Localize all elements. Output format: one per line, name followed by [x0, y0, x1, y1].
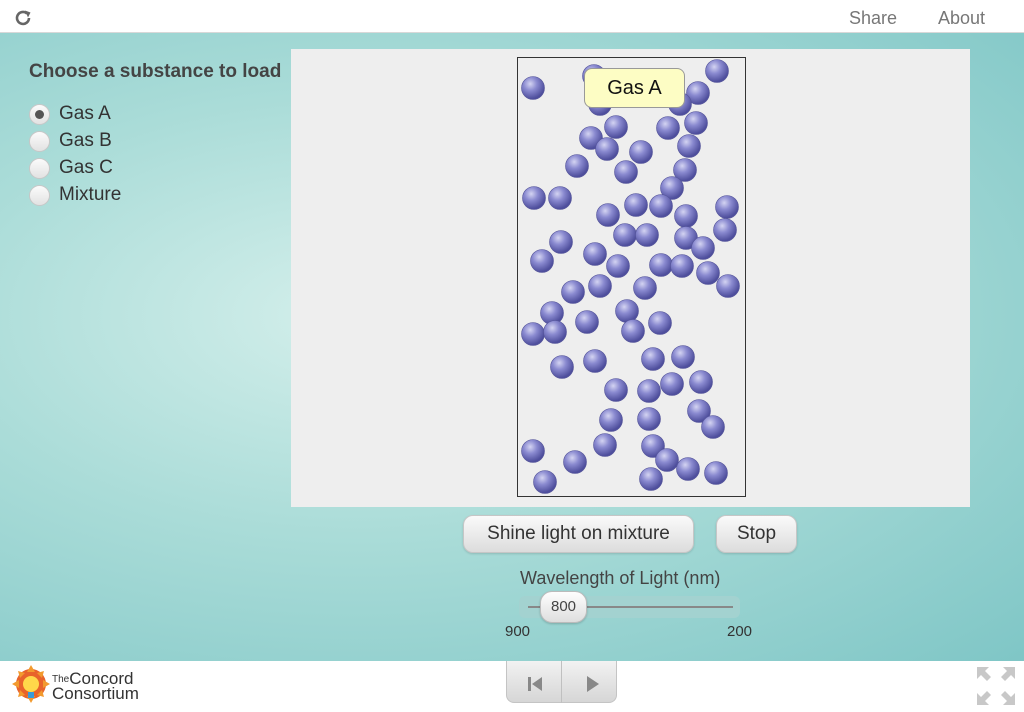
- radio-button[interactable]: [29, 131, 50, 152]
- gas-molecule: [531, 250, 554, 273]
- gas-molecule: [672, 346, 695, 369]
- brand-name-line2: Consortium: [52, 685, 139, 702]
- gas-molecule: [656, 449, 679, 472]
- fullscreen-icon[interactable]: [976, 666, 1016, 706]
- gas-molecule: [671, 255, 694, 278]
- gas-molecule: [614, 224, 637, 247]
- gas-molecule: [605, 379, 628, 402]
- gas-molecule: [690, 371, 713, 394]
- slider-title: Wavelength of Light (nm): [520, 568, 720, 589]
- gas-molecule: [607, 255, 630, 278]
- gas-molecule: [625, 194, 648, 217]
- gas-molecule: [642, 348, 665, 371]
- gas-molecule: [564, 451, 587, 474]
- about-link[interactable]: About: [938, 8, 985, 29]
- gas-molecule: [649, 312, 672, 335]
- gas-molecule: [661, 373, 684, 396]
- gas-molecule: [640, 468, 663, 491]
- reset-button[interactable]: [507, 661, 562, 703]
- radio-button[interactable]: [29, 158, 50, 179]
- simulation-area: Gas A: [291, 49, 970, 507]
- gas-molecule: [600, 409, 623, 432]
- play-button[interactable]: [562, 661, 617, 703]
- shine-light-button[interactable]: Shine light on mixture: [463, 515, 694, 553]
- playback-controls: [506, 661, 617, 703]
- gas-molecule: [706, 60, 729, 83]
- radio-label: Gas C: [59, 157, 113, 179]
- main-area: Choose a substance to load Gas A Gas B G…: [0, 33, 1024, 661]
- radio-gas-b[interactable]: Gas B: [29, 129, 112, 153]
- play-icon: [562, 661, 617, 703]
- gas-molecule: [551, 356, 574, 379]
- gas-molecule: [605, 116, 628, 139]
- gas-molecule: [584, 243, 607, 266]
- panel-title: Choose a substance to load: [29, 61, 281, 83]
- gas-molecule: [677, 458, 700, 481]
- gas-molecule: [576, 311, 599, 334]
- gas-molecule: [638, 380, 661, 403]
- stop-button[interactable]: Stop: [716, 515, 797, 553]
- radio-label: Mixture: [59, 184, 121, 206]
- radio-label: Gas A: [59, 103, 111, 125]
- gas-molecule: [697, 262, 720, 285]
- gas-molecule: [634, 277, 657, 300]
- gas-molecule: [616, 300, 639, 323]
- gas-molecule: [716, 196, 739, 219]
- gas-molecule: [597, 204, 620, 227]
- radio-gas-c[interactable]: Gas C: [29, 156, 113, 180]
- gas-molecule: [523, 187, 546, 210]
- gas-molecule: [594, 434, 617, 457]
- radio-button[interactable]: [29, 104, 50, 125]
- gas-molecule: [678, 135, 701, 158]
- bottom-bar: TheConcord Consortium: [0, 661, 1024, 712]
- gas-molecule: [692, 237, 715, 260]
- gas-molecule: [650, 254, 673, 277]
- gas-molecule: [675, 205, 698, 228]
- gas-molecule: [657, 117, 680, 140]
- gas-molecule: [705, 462, 728, 485]
- gas-molecule: [636, 224, 659, 247]
- gas-molecule: [522, 77, 545, 100]
- gas-molecule: [596, 138, 619, 161]
- wavelength-slider-handle[interactable]: 800: [540, 591, 587, 623]
- gas-molecule: [549, 187, 572, 210]
- gas-molecule: [584, 350, 607, 373]
- gas-molecule: [638, 408, 661, 431]
- gas-molecule: [717, 275, 740, 298]
- slider-min-label: 900: [505, 623, 530, 640]
- reload-icon[interactable]: [12, 7, 34, 29]
- radio-button[interactable]: [29, 185, 50, 206]
- gas-molecule: [650, 195, 673, 218]
- gas-molecule: [630, 141, 653, 164]
- radio-mixture[interactable]: Mixture: [29, 183, 121, 207]
- gas-molecule: [522, 440, 545, 463]
- gas-tooltip: Gas A: [584, 68, 685, 108]
- skip-back-icon: [507, 661, 562, 703]
- gas-molecule: [566, 155, 589, 178]
- gas-molecule: [562, 281, 585, 304]
- slider-max-label: 200: [727, 623, 752, 640]
- gas-molecule: [589, 275, 612, 298]
- gas-molecule: [702, 416, 725, 439]
- molecules-layer: [291, 49, 970, 507]
- top-bar: Share About: [0, 0, 1024, 33]
- gas-molecule: [685, 112, 708, 135]
- gas-molecule: [615, 161, 638, 184]
- concord-logo-icon: [12, 665, 52, 707]
- radio-label: Gas B: [59, 130, 112, 152]
- gas-molecule: [544, 321, 567, 344]
- share-link[interactable]: Share: [849, 8, 897, 29]
- gas-molecule: [522, 323, 545, 346]
- gas-molecule: [534, 471, 557, 494]
- gas-molecule: [550, 231, 573, 254]
- gas-molecule: [622, 320, 645, 343]
- radio-gas-a[interactable]: Gas A: [29, 102, 111, 126]
- gas-molecule: [714, 219, 737, 242]
